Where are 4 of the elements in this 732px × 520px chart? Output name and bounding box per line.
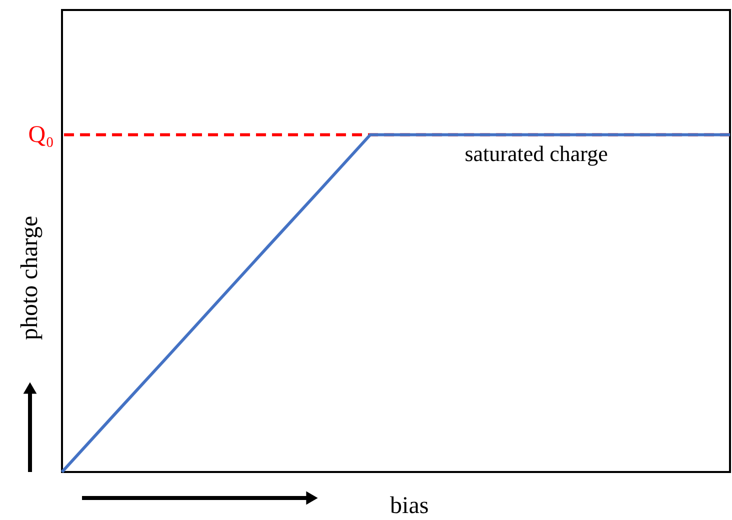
annotation: saturated charge xyxy=(464,140,608,166)
ref-line-label: Q₀ xyxy=(28,122,54,148)
y-axis-title: photo charge xyxy=(17,216,43,340)
x-axis-title: bias xyxy=(390,493,429,519)
